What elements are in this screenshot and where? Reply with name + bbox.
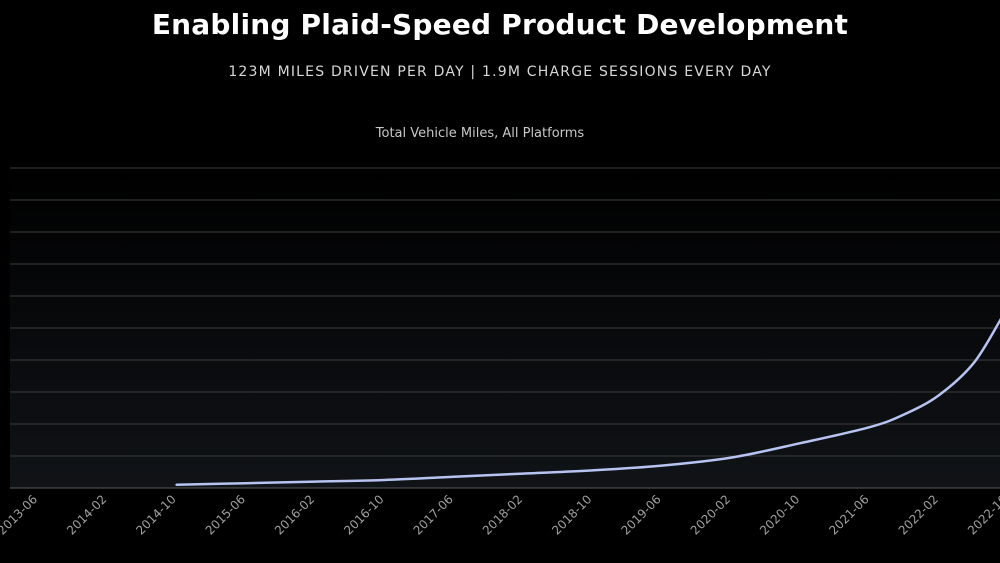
- x-tick-label: 2016-10: [341, 492, 386, 537]
- x-tick-label: 2022-10: [965, 492, 1000, 537]
- x-tick-label: 2018-10: [549, 492, 594, 537]
- x-tick-label: 2022-02: [896, 492, 941, 537]
- x-tick-label: 2013-06: [0, 492, 40, 537]
- x-tick-label: 2015-06: [203, 492, 248, 537]
- x-tick-label: 2016-02: [272, 492, 317, 537]
- series-group: [175, 318, 1000, 487]
- x-tick-label: 2014-10: [133, 492, 178, 537]
- x-tick-label: 2017-06: [411, 492, 456, 537]
- x-axis-ticks: 2013-06 2014-02 2014-10 2015-06 2016-02 2016-…: [0, 492, 1000, 537]
- series-line: [175, 318, 1000, 487]
- chart-title: Total Vehicle Miles, All Platforms: [375, 126, 585, 141]
- grid-lines: [10, 167, 1000, 489]
- x-tick-label: 2014-02: [64, 492, 109, 537]
- x-tick-label: 2020-02: [688, 492, 733, 537]
- slide-subtitle: 123M MILES DRIVEN PER DAY | 1.9M CHARGE …: [228, 64, 772, 80]
- x-tick-label: 2021-06: [826, 492, 871, 537]
- slide-title: Enabling Plaid-Speed Product Development: [151, 8, 849, 41]
- x-tick-label: 2020-10: [757, 492, 802, 537]
- x-tick-label: 2019-06: [618, 492, 663, 537]
- x-tick-label: 2018-02: [480, 492, 525, 537]
